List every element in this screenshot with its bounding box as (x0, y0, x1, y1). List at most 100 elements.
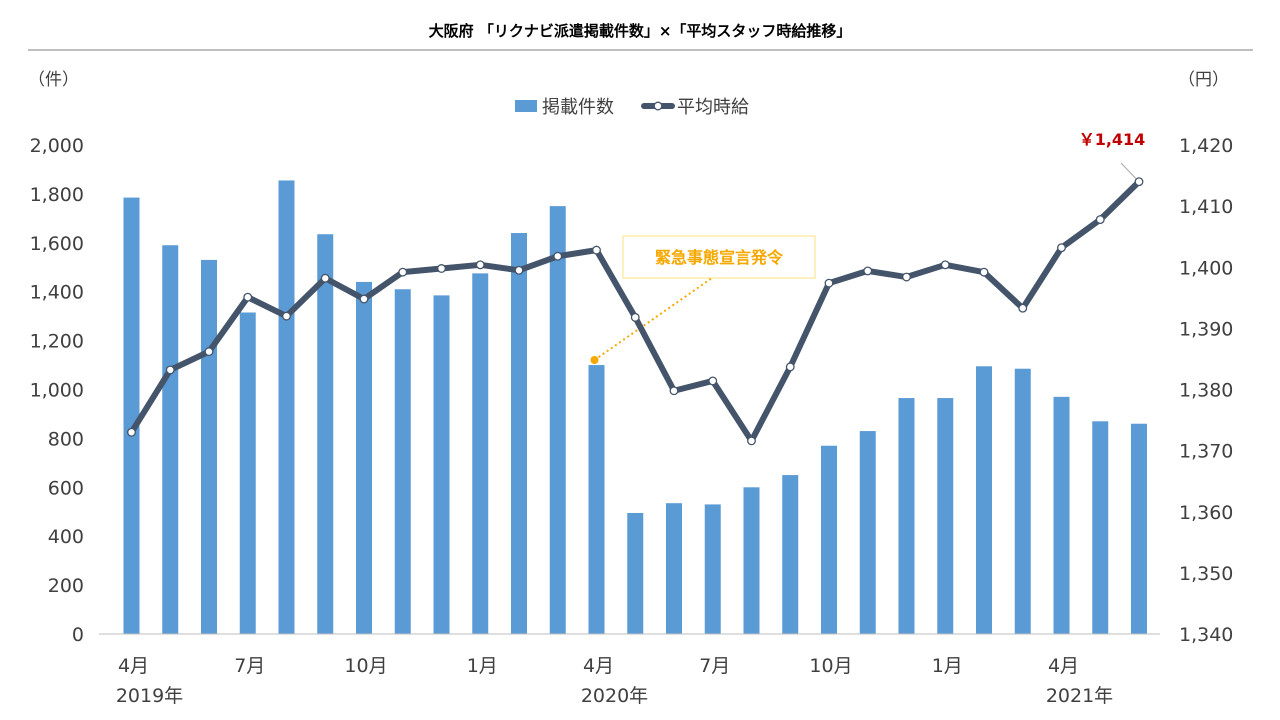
bar (394, 289, 411, 634)
bar (511, 233, 527, 634)
right-tick-label: 1,410 (1179, 196, 1233, 218)
x-tick-label: 1月 (932, 655, 963, 677)
left-tick-label: 400 (48, 526, 84, 548)
bar (666, 503, 682, 634)
line-series (127, 177, 1144, 446)
line-point (1095, 215, 1105, 225)
right-tick-label: 1,390 (1179, 318, 1233, 340)
right-tick-label: 1,360 (1179, 502, 1233, 524)
right-tick-label: 1,350 (1179, 563, 1233, 585)
x-tick-label: 10月 (344, 655, 387, 677)
left-tick-label: 600 (48, 477, 84, 499)
left-tick-label: 800 (48, 428, 84, 450)
line-point (902, 272, 911, 282)
callout-box (622, 235, 816, 279)
line-point (1018, 303, 1028, 313)
line-point (708, 376, 718, 386)
line-point (785, 362, 795, 372)
left-tick-label: 1,800 (30, 184, 84, 206)
year-label: 2021年 (1046, 685, 1113, 707)
bar (433, 295, 450, 634)
line-point (630, 312, 640, 322)
bar (976, 366, 992, 634)
line-point (398, 267, 408, 277)
line-point (282, 311, 291, 321)
line-point (320, 273, 330, 283)
line-point (204, 347, 214, 357)
year-label: 2019年 (116, 685, 183, 707)
bar (1014, 368, 1031, 634)
callout-anchor (590, 356, 599, 364)
x-tick-label: 1月 (467, 655, 498, 677)
legend-line-marker (653, 101, 663, 111)
right-axis: 1,340 1,350 1,360 1,370 1,380 1,390 1,400 1,410… (1179, 135, 1233, 646)
left-axis: 0 200 400 600 800 1,000 1,200 1,400 1,600 1,800 2,… (30, 135, 84, 646)
line-point (979, 267, 989, 277)
line-point (1057, 243, 1066, 253)
bar (1131, 423, 1147, 634)
right-tick-label: 1,340 (1179, 624, 1233, 646)
line-point (475, 260, 485, 270)
line-point (437, 264, 446, 273)
right-axis-unit: （円） (1178, 70, 1229, 90)
year-label: 2020年 (581, 685, 648, 707)
line-point (359, 294, 369, 304)
callout: 緊急事態宣言発令 (590, 235, 816, 364)
line-point (863, 266, 873, 276)
bar (704, 504, 721, 634)
bar (821, 445, 837, 634)
line-point (747, 436, 756, 446)
bar (472, 273, 489, 634)
peak-annotation: ￥1,414 (1079, 130, 1146, 180)
bar (317, 234, 334, 634)
peak-leader (1120, 162, 1137, 180)
bar (162, 245, 179, 634)
bar (782, 475, 799, 634)
left-tick-label: 1,200 (30, 331, 84, 353)
bar (201, 259, 217, 634)
line-point (1134, 177, 1144, 187)
right-tick-label: 1,370 (1179, 441, 1233, 463)
left-tick-label: 1,600 (30, 233, 84, 255)
left-tick-label: 200 (48, 575, 84, 597)
x-tick-label: 7月 (699, 655, 730, 677)
left-tick-label: 1,000 (30, 380, 84, 402)
bar (937, 398, 954, 634)
bar-series (123, 180, 1147, 634)
peak-label: ￥1,414 (1079, 130, 1146, 149)
bar (627, 512, 644, 634)
bar (549, 206, 566, 634)
line-point (165, 365, 175, 375)
legend-bar-label: 掲載件数 (542, 97, 614, 118)
line-point (669, 386, 679, 396)
x-axis: 4月 7月 10月 1月 4月 7月 10月 1月 4月 2019年 2020年 2021年 (116, 655, 1113, 707)
line-point (127, 427, 136, 437)
bar (123, 197, 140, 634)
line-point (824, 278, 834, 288)
right-tick-label: 1,400 (1179, 257, 1233, 279)
legend-bar-swatch (515, 100, 537, 112)
x-tick-label: 4月 (1048, 655, 1079, 677)
bar (743, 487, 760, 634)
bar (356, 281, 372, 634)
legend-line-label: 平均時給 (677, 97, 749, 118)
bar (898, 398, 915, 634)
callout-leader (593, 277, 713, 361)
right-tick-label: 1,380 (1179, 380, 1233, 402)
line-point (514, 265, 524, 275)
x-tick-label: 7月 (234, 655, 265, 677)
left-tick-label: 0 (72, 624, 84, 646)
line-point (592, 245, 601, 255)
callout-label: 緊急事態宣言発令 (655, 248, 784, 267)
bar (1053, 396, 1070, 634)
bar (278, 180, 295, 634)
bar (588, 365, 605, 634)
left-axis-unit: （件） (28, 70, 79, 90)
bar (859, 431, 876, 634)
x-tick-label: 4月 (583, 655, 614, 677)
x-tick-label: 4月 (118, 655, 149, 677)
chart-title: 大阪府 「リクナビ派遣掲載件数」×「平均スタッフ時給推移」 (429, 22, 852, 40)
line-point (940, 260, 950, 270)
bar (1092, 421, 1109, 634)
